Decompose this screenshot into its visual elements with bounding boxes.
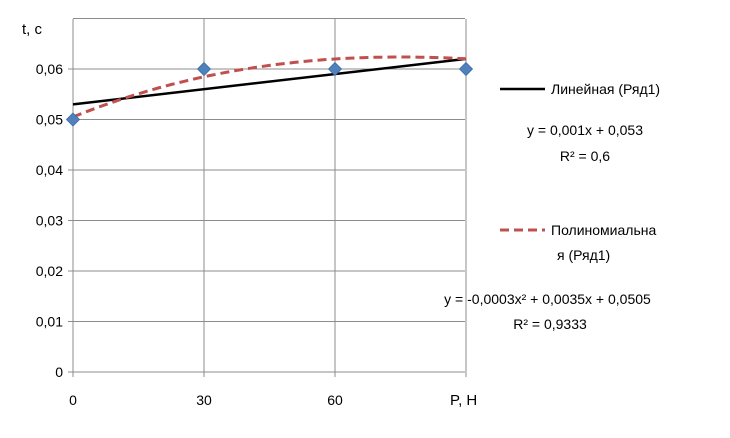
data-point [196, 61, 212, 77]
tick-labels: 0 0,01 0,02 0,03 0,04 0,05 0,06 0 30 60 [36, 61, 343, 408]
data-point [327, 61, 343, 77]
y-tick-label: 0,05 [36, 112, 63, 128]
polynomial-trendline [72, 55, 467, 119]
grid-lines [73, 18, 467, 372]
y-tick-label: 0 [55, 364, 63, 380]
x-tick-label: 0 [69, 392, 77, 408]
data-point [65, 112, 81, 127]
linear-equation: y = 0,001x + 0,053 [527, 122, 643, 138]
x-axis-label: P, Н [450, 392, 477, 409]
x-tick-label: 30 [196, 392, 212, 408]
data-point [458, 61, 474, 77]
linear-r2: R² = 0,6 [559, 148, 611, 164]
y-tick-label: 0,03 [36, 213, 63, 229]
axes [68, 19, 467, 377]
x-tick-label: 60 [327, 392, 343, 408]
y-axis-label: t, с [22, 21, 43, 38]
poly-r2: R² = 0,9333 [513, 316, 587, 332]
y-tick-label: 0,02 [36, 263, 63, 279]
y-tick-label: 0,04 [36, 162, 63, 178]
legend-linear-label: Линейная (Ряд1) [551, 81, 661, 97]
legend-poly-label-line2: я (Ряд1) [557, 247, 611, 263]
poly-equation: y = -0,0003x² + 0,0035x + 0,0505 [444, 291, 651, 307]
legend-poly-label-line1: Полиномиальна [551, 222, 657, 238]
data-points [65, 61, 474, 127]
y-tick-label: 0,06 [36, 61, 63, 77]
trendlines [72, 55, 467, 119]
linear-trendline [72, 57, 467, 106]
legend [500, 87, 545, 232]
y-tick-label: 0,01 [36, 314, 63, 330]
